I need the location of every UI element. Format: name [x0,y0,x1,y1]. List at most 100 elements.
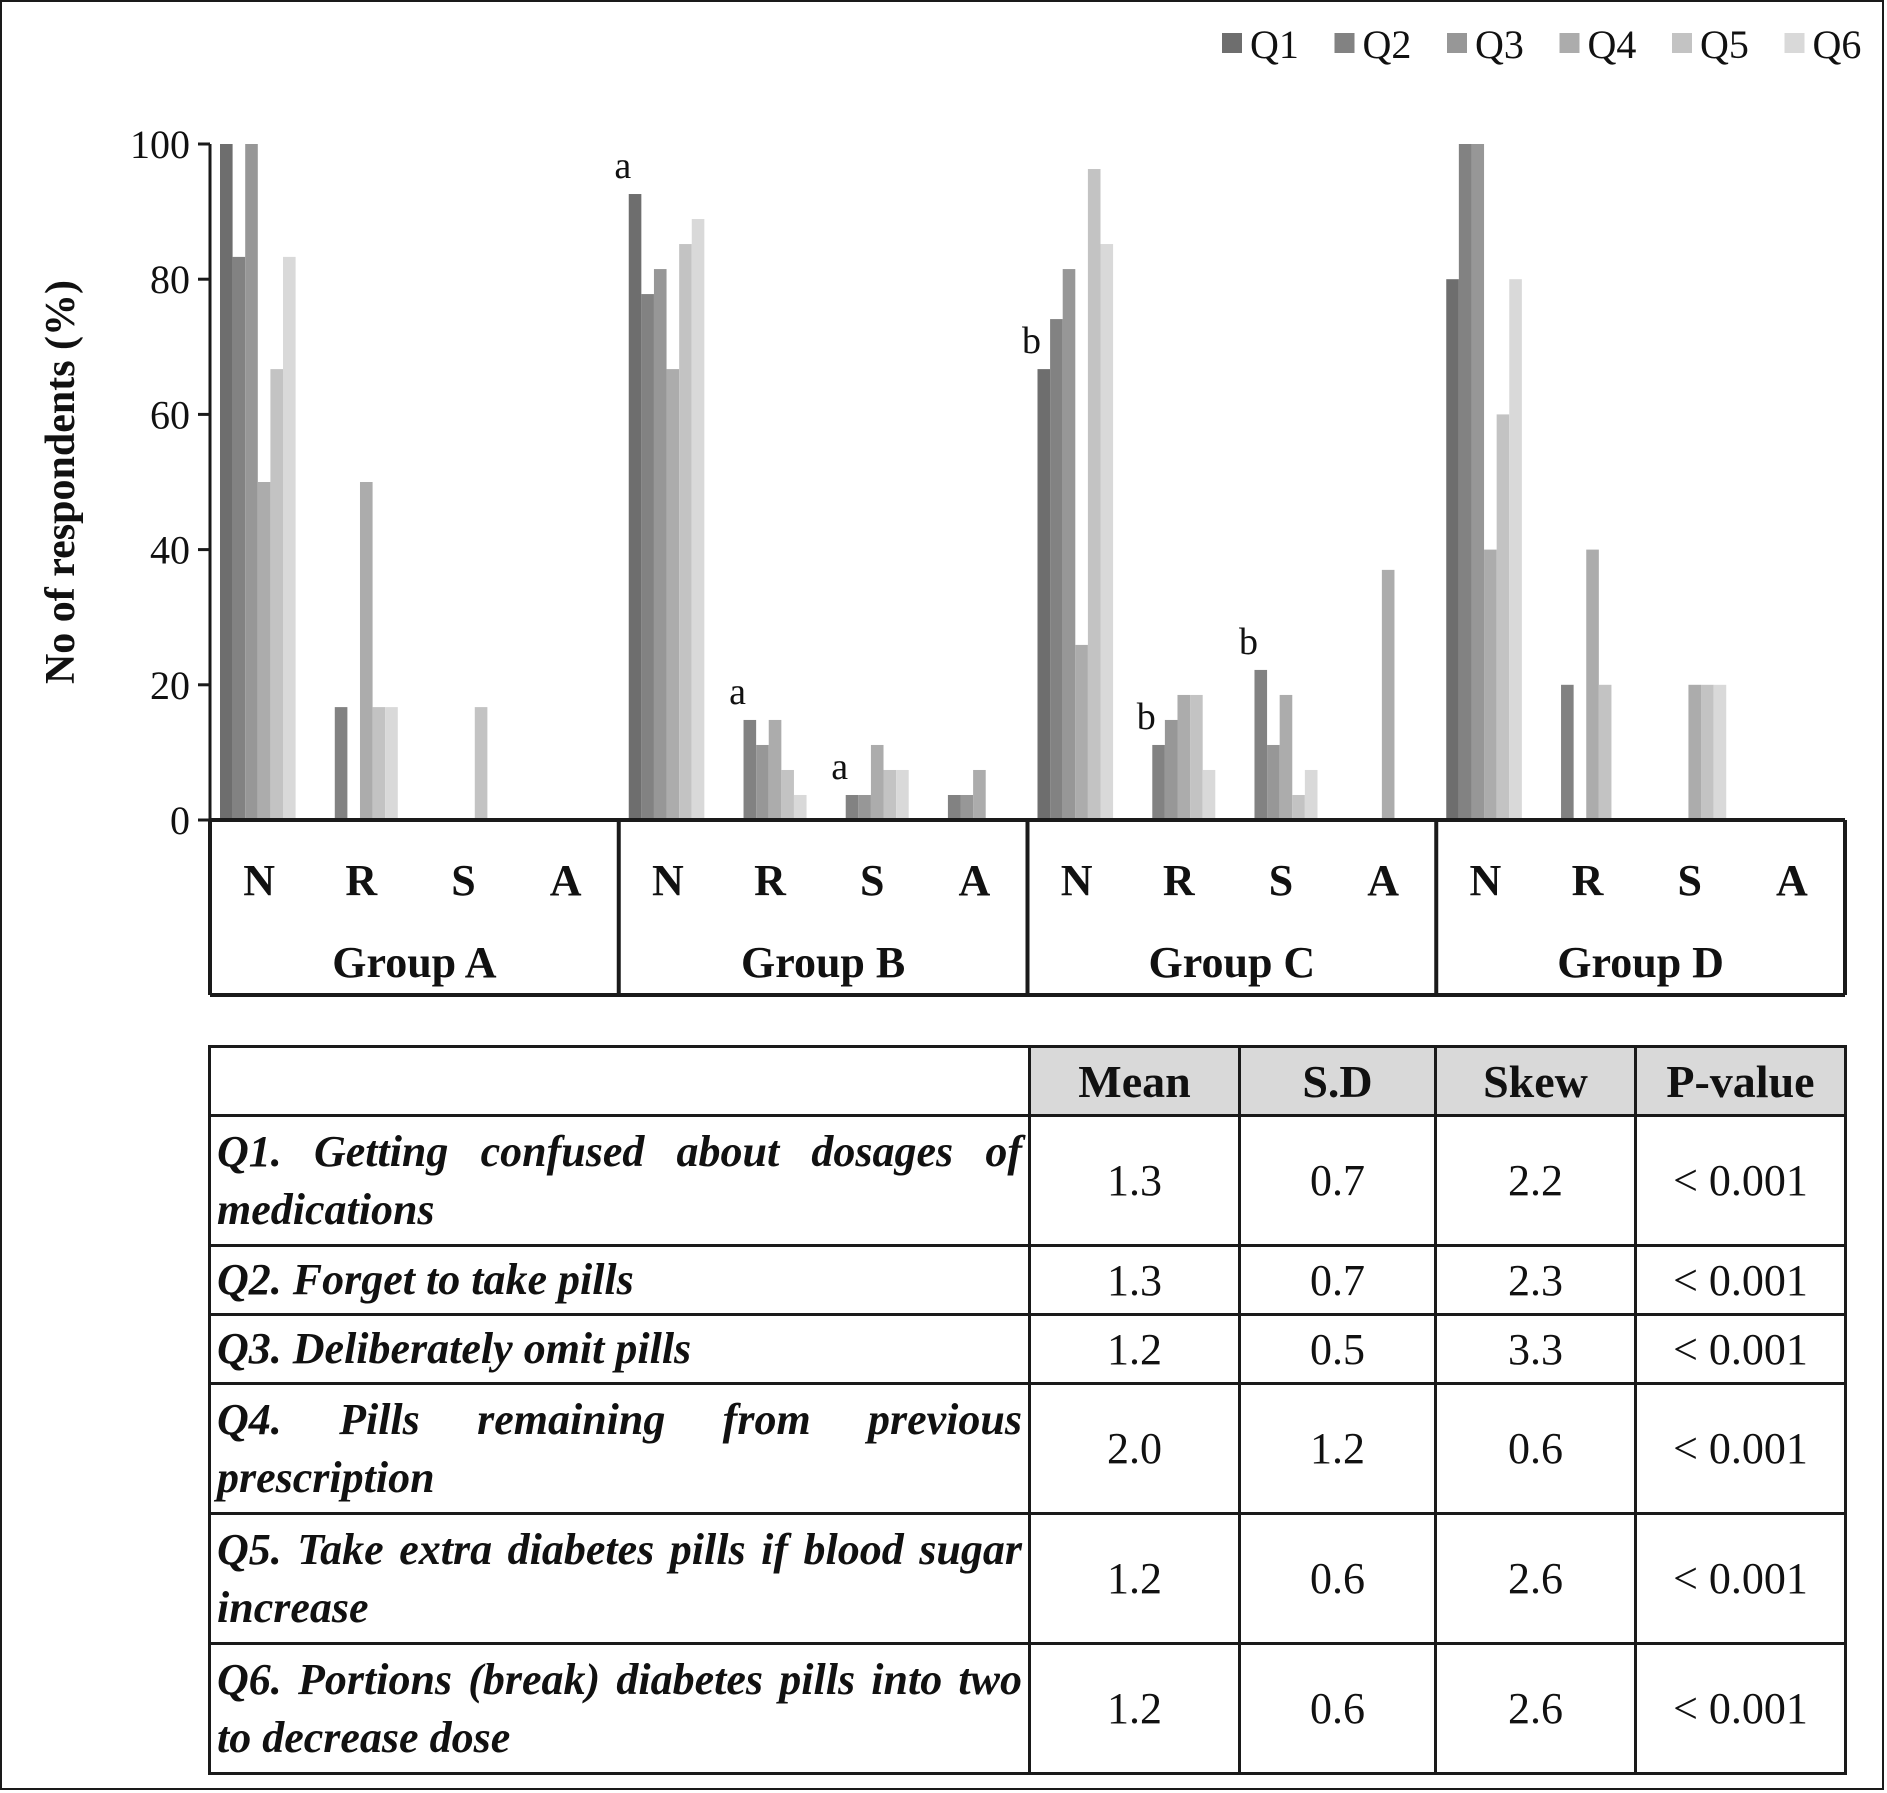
bar-group-c-r-q4 [1177,694,1191,820]
sd-cell: 0.6 [1238,1512,1437,1645]
group-label: Group D [1557,938,1724,987]
bar-group-b-s-q6 [896,769,909,820]
bar-group-c-n-q3 [1062,269,1076,820]
bar-group-a-r-q5 [372,707,386,820]
skew-cell: 0.6 [1434,1382,1637,1515]
bar-group-b-n-q3 [653,269,667,820]
p-value-cell: < 0.001 [1634,1512,1847,1645]
y-tick-label: 60 [150,392,190,437]
bar-group-d-s-q5 [1701,684,1714,820]
skew-cell: 2.3 [1434,1244,1637,1316]
legend-label-q6: Q6 [1813,22,1862,67]
table-row: Q4. Pills remaining from previous prescr… [208,1382,1847,1515]
bar-group-b-n-q6 [691,219,705,820]
bar-group-c-r-q3 [1164,719,1178,820]
p-value-cell: < 0.001 [1634,1642,1847,1775]
y-axis-label: No of respondents (%) [38,280,84,684]
bar-group-b-r-q5 [781,769,794,820]
bar-group-b-s-q2 [845,794,859,820]
bar-group-a-n-q5 [270,369,283,820]
bar-group-a-r-q4 [359,482,373,820]
bar-group-c-a-q4 [1381,569,1395,820]
category-label: N [1469,856,1501,905]
category-label: S [1269,856,1293,905]
annotation-label: a [831,746,848,788]
p-value-cell: < 0.001 [1634,1114,1847,1247]
category-label: S [1677,856,1701,905]
table-row: Q5. Take extra diabetes pills if blood s… [208,1512,1847,1645]
bar-group-c-n-q1 [1037,369,1051,820]
bar-group-b-r-q6 [793,794,807,820]
p-value-cell: < 0.001 [1634,1313,1847,1385]
question-cell: Q5. Take extra diabetes pills if blood s… [208,1512,1031,1645]
question-cell: Q4. Pills remaining from previous prescr… [208,1382,1031,1515]
bar-group-d-r-q2 [1561,684,1574,820]
group-label: Group B [741,938,905,987]
table-row: Q6. Portions (break) diabetes pills into… [208,1642,1847,1775]
category-label: R [1572,856,1605,905]
sd-cell: 0.5 [1238,1313,1437,1385]
annotation-label: b [1239,621,1258,663]
legend-label-q1: Q1 [1250,22,1299,67]
bar-group-a-n-q6 [283,256,296,821]
sd-cell: 0.7 [1238,1244,1437,1316]
question-cell: Q6. Portions (break) diabetes pills into… [208,1642,1031,1775]
category-label: A [550,856,582,905]
legend-label-q4: Q4 [1588,22,1637,67]
bar-group-a-r-q2 [334,707,348,820]
bar-group-b-r-q3 [756,744,769,820]
bar-group-c-s-q6 [1304,769,1318,820]
bar-group-c-n-q6 [1100,244,1114,821]
bar-group-b-a-q4 [973,769,986,820]
y-tick-label: 100 [130,122,190,167]
bar-group-c-s-q2 [1254,669,1268,820]
bar-group-d-s-q6 [1713,684,1727,820]
bar-group-b-r-q2 [743,719,757,820]
bar-group-c-n-q5 [1087,169,1101,821]
skew-cell: 2.6 [1434,1642,1637,1775]
sd-cell: 1.2 [1238,1382,1437,1515]
category-label: N [652,856,684,905]
category-label: A [959,856,991,905]
bar-group-c-r-q2 [1152,744,1165,820]
bar-group-d-n-q1 [1446,279,1459,820]
bar-group-c-n-q4 [1075,644,1088,820]
y-tick-label: 80 [150,257,190,302]
question-cell: Q3. Deliberately omit pills [208,1313,1031,1385]
bar-group-c-r-q5 [1190,694,1203,820]
question-cell: Q2. Forget to take pills [208,1244,1031,1316]
p-value-cell: < 0.001 [1634,1244,1847,1316]
bar-group-d-s-q4 [1688,684,1702,820]
mean-cell: 1.3 [1028,1114,1241,1247]
legend-swatch-q3 [1447,33,1467,53]
bar-group-d-r-q5 [1598,684,1612,820]
group-label: Group C [1149,938,1316,987]
bar-group-b-a-q3 [960,794,974,820]
group-label: Group A [332,938,496,987]
mean-cell: 1.3 [1028,1244,1241,1316]
sd-cell: 0.6 [1238,1642,1437,1775]
legend-swatch-q4 [1559,33,1580,53]
category-label: S [860,856,884,905]
category-label: A [1367,856,1399,905]
category-label: R [754,856,787,905]
statistics-table: Mean S.D Skew P-value Q1. Getting confus… [208,1045,1847,1775]
table-row: Q2. Forget to take pills 1.3 0.7 2.3 < 0… [208,1244,1847,1316]
bar-group-d-n-q3 [1471,144,1485,820]
annotation-label: a [729,671,746,713]
bar-chart: 0 20 40 60 80 100 No of respondents (%) a a a b b b N… [38,22,1862,997]
bar-group-d-r-q4 [1586,549,1599,820]
skew-cell: 3.3 [1434,1313,1637,1385]
y-tick-label: 40 [150,528,190,573]
bar-group-b-n-q1 [628,194,642,821]
bar-group-a-n-q4 [257,482,271,820]
y-tick-label: 20 [150,663,190,708]
skew-cell: 2.2 [1434,1114,1637,1247]
legend-label-q3: Q3 [1475,22,1524,67]
annotation-label: b [1022,320,1041,362]
header-p-value: P-value [1634,1045,1847,1117]
header-mean: Mean [1028,1045,1241,1117]
bar-group-b-n-q2 [641,294,654,820]
bar-group-c-n-q2 [1050,319,1063,820]
